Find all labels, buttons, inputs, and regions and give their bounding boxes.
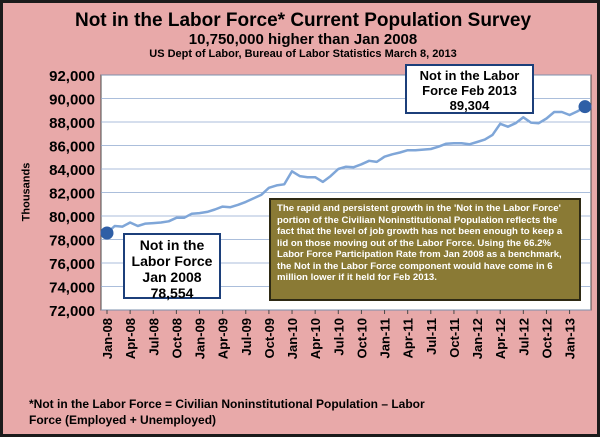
end-point-marker xyxy=(578,100,592,114)
start-callout-line2: Labor Force xyxy=(131,253,213,269)
x-tick-label: Oct-11 xyxy=(447,318,462,358)
start-callout-line1: Not in the xyxy=(139,237,205,253)
chart-title: Not in the Labor Force* Current Populati… xyxy=(74,10,532,31)
x-tick-label: Jan-09 xyxy=(193,318,208,359)
end-value-callout: Not in the Labor Force Feb 2013 89,304 xyxy=(405,64,534,114)
x-tick-label: Jul-11 xyxy=(424,318,439,355)
x-tick-label: Oct-12 xyxy=(539,318,554,358)
x-tick-label: Jan-13 xyxy=(563,318,578,359)
y-tick-label: 86,000 xyxy=(49,139,95,156)
y-tick-label: 78,000 xyxy=(49,233,95,250)
series-line xyxy=(106,105,586,234)
chart-subtitle: 10,750,000 higher than Jan 2008 xyxy=(188,31,418,48)
x-tick-label: Apr-09 xyxy=(216,318,231,359)
x-tick-label: Jan-12 xyxy=(470,318,485,359)
y-tick-label: 74,000 xyxy=(49,280,95,297)
y-tick-label: 82,000 xyxy=(49,186,95,203)
start-value-callout: Not in the Labor Force Jan 2008 78,554 xyxy=(123,233,221,301)
end-callout-value: 89,304 xyxy=(449,98,490,113)
x-tick-label: Apr-10 xyxy=(308,318,323,359)
footnote-line2: Force (Employed + Unemployed) xyxy=(29,413,217,427)
end-callout-line1: Not in the Labor xyxy=(419,68,520,83)
x-tick-label: Apr-08 xyxy=(123,318,138,359)
x-tick-label: Jan-08 xyxy=(100,318,115,359)
x-tick-label: Jan-10 xyxy=(285,318,300,359)
y-tick-label: 80,000 xyxy=(49,209,95,226)
x-tick-label: Jul-09 xyxy=(239,318,254,356)
start-callout-value: 78,554 xyxy=(150,285,194,301)
chart-source: US Dept of Labor, Bureau of Labor Statis… xyxy=(149,48,457,60)
y-tick-label: 76,000 xyxy=(49,256,95,273)
x-tick-label: Jan-11 xyxy=(378,318,393,358)
x-tick-label: Jul-10 xyxy=(331,318,346,356)
x-tick-label: Apr-12 xyxy=(493,318,508,359)
explanation-note: The rapid and persistent growth in the '… xyxy=(269,198,581,301)
x-tick-label: Oct-10 xyxy=(354,318,369,358)
footnote: *Not in the Labor Force = Civilian Nonin… xyxy=(29,396,425,428)
x-tick-label: Oct-08 xyxy=(169,318,184,358)
x-tick-label: Jul-12 xyxy=(516,318,531,356)
y-tick-label: 90,000 xyxy=(49,92,95,109)
footnote-line1: *Not in the Labor Force = Civilian Nonin… xyxy=(29,397,425,411)
start-point-marker xyxy=(100,226,114,240)
y-tick-label: 72,000 xyxy=(49,303,95,320)
y-tick-label: 88,000 xyxy=(49,115,95,132)
x-tick-label: Jul-08 xyxy=(146,318,161,356)
start-callout-line3: Jan 2008 xyxy=(142,269,202,285)
x-tick-label: Apr-11 xyxy=(401,318,416,358)
end-callout-line2: Force Feb 2013 xyxy=(422,83,517,98)
x-tick-label: Oct-09 xyxy=(262,318,277,358)
y-tick-label: 84,000 xyxy=(49,162,95,179)
y-tick-label: 92,000 xyxy=(49,68,95,85)
